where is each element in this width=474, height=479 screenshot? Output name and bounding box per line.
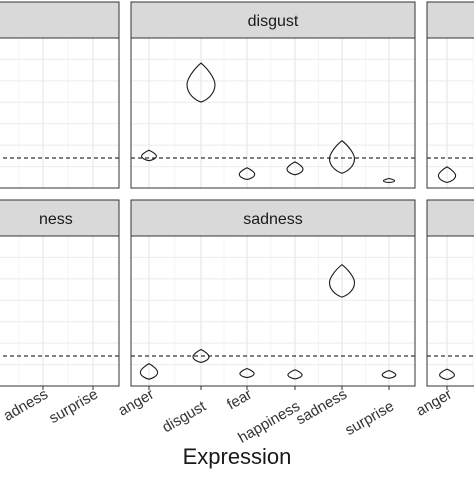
facet-strip bbox=[130, 1, 416, 39]
x-tick-label: anger bbox=[413, 386, 455, 420]
violin-anger bbox=[141, 149, 157, 162]
panel-background bbox=[427, 38, 474, 188]
violin-anger bbox=[139, 362, 159, 380]
panel-background bbox=[0, 38, 119, 188]
facet-strip-label: sadness bbox=[243, 211, 303, 228]
violin-sadness bbox=[328, 263, 356, 298]
facet-strip bbox=[130, 199, 416, 237]
x-tick-label: fear bbox=[224, 386, 255, 414]
facet-panel: ness bbox=[0, 199, 120, 390]
x-tick-label: surprise bbox=[342, 398, 397, 439]
violin-disgust bbox=[186, 62, 216, 103]
violin-fear bbox=[239, 367, 255, 379]
x-tick-label: sadness bbox=[293, 386, 350, 429]
violin-fear bbox=[238, 167, 256, 181]
violin-anger bbox=[439, 368, 455, 381]
violin-surprise bbox=[381, 369, 397, 379]
facet-strip bbox=[0, 1, 120, 39]
x-axis-label: Expression bbox=[182, 444, 292, 469]
facet-strip bbox=[426, 199, 474, 237]
facet-panel: disgust bbox=[130, 1, 416, 189]
panel-background bbox=[0, 236, 119, 386]
facet-panel: sadness bbox=[130, 199, 416, 390]
violin-anger bbox=[437, 166, 457, 184]
x-tick-label: disgust bbox=[159, 397, 209, 436]
violin-happiness bbox=[286, 161, 304, 176]
x-tick-label: adness bbox=[1, 386, 51, 425]
violin-happiness bbox=[287, 369, 303, 380]
x-tick-label: anger bbox=[115, 386, 157, 420]
facet-strip-label: ness bbox=[39, 211, 73, 228]
panel-background bbox=[131, 236, 415, 386]
panel-background bbox=[131, 38, 415, 188]
violin-sadness bbox=[328, 140, 356, 174]
violin-disgust bbox=[192, 348, 210, 364]
panel-background bbox=[427, 236, 474, 386]
facet-panel bbox=[426, 199, 474, 390]
facet-strip-label: disgust bbox=[248, 13, 299, 30]
x-tick-label: surprise bbox=[46, 386, 101, 427]
facet-panel bbox=[426, 1, 474, 189]
violin-surprise bbox=[382, 177, 396, 184]
facet-panel bbox=[0, 1, 120, 189]
facet-strip bbox=[0, 199, 120, 237]
facet-strip bbox=[426, 1, 474, 39]
